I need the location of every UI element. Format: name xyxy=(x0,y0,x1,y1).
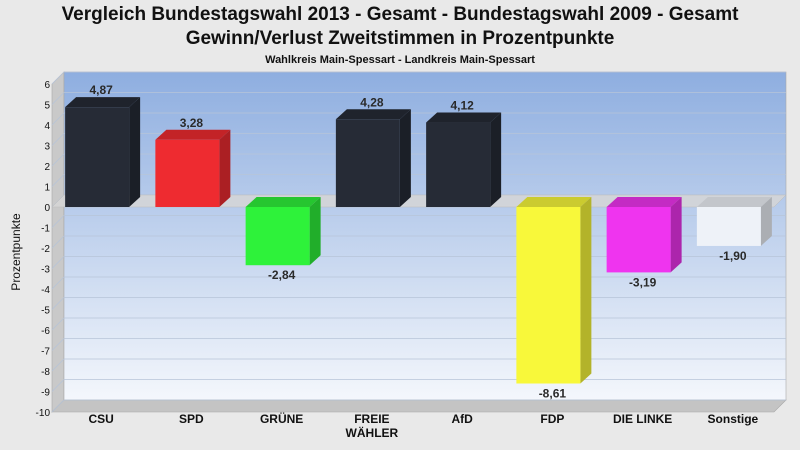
x-tick-label: FDP xyxy=(540,412,564,426)
bar-front-face xyxy=(335,119,400,207)
gridline xyxy=(51,153,65,167)
bar-top-face xyxy=(696,197,772,207)
bar-front-face xyxy=(245,207,310,266)
chart-title-line-1: Vergleich Bundestagswahl 2013 - Gesamt -… xyxy=(61,4,739,25)
x-tick-label: DIE LINKE xyxy=(613,412,672,426)
y-tick-label: 2 xyxy=(44,162,50,173)
gridline xyxy=(51,92,65,105)
x-tick-label: Sonstige xyxy=(708,412,759,426)
bar-side-face xyxy=(129,97,141,207)
bar-front-face xyxy=(516,207,581,384)
bar-side-face xyxy=(219,129,231,207)
bar-top-face xyxy=(335,109,411,120)
gridline xyxy=(51,71,65,85)
y-tick-label: -8 xyxy=(41,367,50,378)
y-tick-label: -4 xyxy=(41,285,50,296)
bar-front-face xyxy=(65,107,130,207)
bar-sonstige xyxy=(696,197,772,246)
bar-freie-wähler xyxy=(335,109,411,207)
chart-title-line-2: Gewinn/Verlust Zweitstimmen in Prozentpu… xyxy=(185,28,615,49)
gridline xyxy=(51,297,65,310)
y-tick-label: -2 xyxy=(41,244,50,255)
y-tick-label: -5 xyxy=(41,306,50,317)
bar-side-face xyxy=(670,197,682,273)
x-tick-label: GRÜNE xyxy=(260,411,303,426)
bar-csu xyxy=(65,97,141,207)
gridline xyxy=(51,399,65,413)
bar-fdp xyxy=(516,197,592,384)
y-tick-label: -10 xyxy=(36,408,51,419)
bar-front-face xyxy=(696,207,761,246)
y-tick-label: 4 xyxy=(44,121,50,132)
x-tick-label: SPD xyxy=(179,412,204,426)
value-label: -3,19 xyxy=(629,275,657,289)
chart-subtitle: Wahlkreis Main-Spessart - Landkreis Main… xyxy=(265,54,535,66)
bar-top-face xyxy=(516,197,592,207)
bar-front-face xyxy=(426,122,491,207)
gridline xyxy=(51,174,65,187)
value-label: 4,87 xyxy=(89,83,113,97)
gridline xyxy=(51,276,65,290)
y-tick-label: -1 xyxy=(41,224,50,235)
bar-front-face xyxy=(606,207,671,273)
value-label: 3,28 xyxy=(180,116,204,130)
gridline xyxy=(51,215,65,228)
bar-side-face xyxy=(760,197,772,246)
value-label: -2,84 xyxy=(268,268,296,282)
bar-side-face xyxy=(399,109,411,207)
y-tick-label: 3 xyxy=(44,142,50,153)
bar-top-face xyxy=(426,112,502,123)
value-label: -1,90 xyxy=(719,249,747,263)
bar-side-face xyxy=(490,112,502,207)
y-tick-label: -7 xyxy=(41,347,50,358)
value-label: -8,61 xyxy=(539,387,567,401)
y-tick-label: -3 xyxy=(41,265,50,276)
gridline xyxy=(51,235,65,249)
bar-top-face xyxy=(65,97,141,108)
bar-side-face xyxy=(309,197,321,266)
bar-front-face xyxy=(155,139,220,207)
bar-grüne xyxy=(245,197,321,266)
gridline xyxy=(51,256,65,269)
y-tick-label: -6 xyxy=(41,326,50,337)
x-tick-label: CSU xyxy=(88,412,113,426)
y-tick-label: 0 xyxy=(44,203,50,214)
bar-side-face xyxy=(580,197,592,384)
y-tick-label: 6 xyxy=(44,80,50,91)
gridline xyxy=(51,133,65,146)
y-tick-label: 1 xyxy=(44,183,50,194)
y-tick-label: -9 xyxy=(41,388,50,399)
gridline xyxy=(51,358,65,372)
y-tick-label: 5 xyxy=(44,101,50,112)
bar-afd xyxy=(426,112,502,207)
gridline xyxy=(51,379,65,392)
bar-top-face xyxy=(245,197,321,207)
bar-top-face xyxy=(606,197,682,207)
y-axis-label: Prozentpunkte xyxy=(9,213,23,291)
bar-spd xyxy=(155,129,231,207)
floor xyxy=(51,399,787,413)
value-label: 4,12 xyxy=(450,99,474,113)
value-label: 4,28 xyxy=(360,95,384,109)
bar-top-face xyxy=(155,129,231,140)
bar-die linke xyxy=(606,197,682,273)
gridline xyxy=(51,112,65,126)
gridline xyxy=(51,338,65,351)
x-tick-label: AfD xyxy=(451,412,473,426)
x-tick-label: FREIE WÄHLER xyxy=(346,412,399,440)
gridline xyxy=(51,317,65,331)
